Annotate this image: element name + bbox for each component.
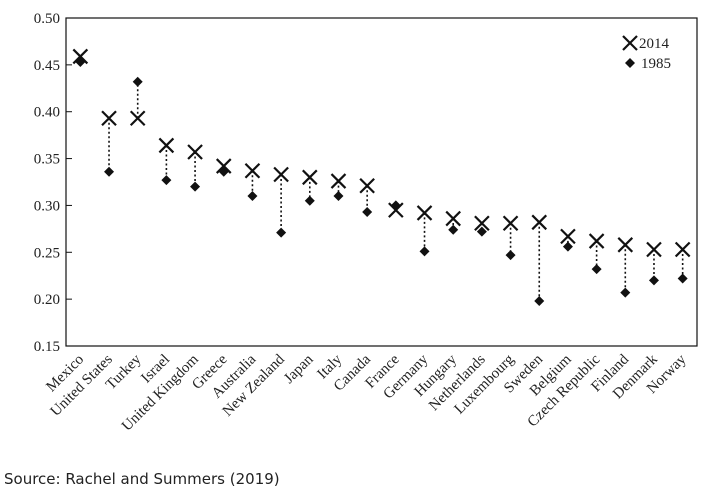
point-1985 (448, 224, 459, 235)
point-2014 (72, 48, 89, 65)
point-2014 (588, 233, 605, 249)
point-2014 (187, 144, 203, 160)
x-stroke (302, 169, 318, 186)
point-1985 (505, 250, 516, 261)
point-1985 (620, 287, 631, 298)
point-2014 (388, 202, 404, 218)
point-1985 (591, 264, 602, 275)
x-category-label: Japan (281, 351, 317, 387)
x-stroke (273, 166, 289, 183)
source-note: Source: Rachel and Summers (2019) (4, 470, 280, 488)
y-tick-label: 0.50 (34, 11, 60, 27)
plot-frame (65, 17, 698, 347)
point-2014 (531, 214, 548, 231)
point-2014 (674, 241, 691, 258)
point-1985 (161, 175, 172, 186)
x-stroke (244, 162, 261, 179)
connector-lines (79, 56, 684, 302)
point-1985 (247, 191, 258, 202)
point-1985 (333, 191, 344, 202)
x-stroke (388, 202, 404, 218)
data-markers (72, 48, 691, 307)
point-1985 (362, 206, 373, 217)
point-1985 (648, 275, 659, 286)
x-stroke (129, 110, 146, 127)
x-stroke (215, 158, 232, 174)
y-tick-label: 0.30 (34, 198, 60, 214)
point-2014 (302, 169, 318, 186)
point-2014 (445, 210, 461, 227)
x-stroke (646, 241, 662, 258)
point-2014 (215, 158, 232, 174)
point-1985 (276, 227, 287, 238)
legend-marker-2014 (622, 35, 638, 51)
legend-marker-1985 (625, 58, 635, 68)
legend-label-2014: 2014 (639, 36, 670, 52)
point-2014 (646, 241, 662, 258)
point-2014 (244, 162, 261, 179)
point-1985 (419, 246, 430, 257)
point-1985 (190, 181, 201, 192)
x-stroke (560, 228, 576, 245)
point-2014 (158, 137, 175, 154)
x-stroke (531, 214, 548, 231)
chart-area: 0.50 0.45 0.40 0.35 0.30 0.25 0.20 0.15 MexicoU… (34, 11, 698, 434)
y-tick-label: 0.35 (34, 152, 60, 168)
x-stroke (588, 233, 605, 249)
legend-label-1985: 1985 (641, 56, 671, 72)
y-tick-label: 0.25 (34, 245, 60, 261)
x-stroke (330, 173, 347, 189)
y-axis-ticks: 0.50 0.45 0.40 0.35 0.30 0.25 0.20 0.15 (34, 11, 72, 355)
x-stroke (72, 48, 89, 65)
x-stroke (617, 237, 634, 253)
point-1985 (476, 226, 487, 237)
y-tick-label: 0.15 (34, 339, 60, 355)
x-stroke (158, 137, 175, 154)
x-stroke (416, 205, 433, 221)
point-1985 (104, 166, 115, 177)
x-stroke (622, 35, 638, 51)
x-stroke (674, 241, 691, 258)
point-2014 (502, 215, 519, 232)
x-stroke (502, 215, 519, 232)
y-tick-label: 0.20 (34, 292, 60, 308)
x-stroke (359, 177, 375, 194)
point-2014 (617, 237, 634, 253)
y-tick-label: 0.45 (34, 58, 60, 74)
x-stroke (474, 215, 490, 232)
point-2014 (474, 215, 490, 232)
point-2014 (416, 205, 433, 221)
point-2014 (359, 177, 375, 194)
legend: 2014 1985 (622, 35, 671, 72)
point-1985 (304, 195, 315, 206)
point-1985 (562, 241, 573, 252)
point-1985 (534, 296, 545, 307)
x-stroke (445, 210, 461, 227)
x-stroke (101, 110, 117, 127)
point-2014 (560, 228, 576, 245)
point-2014 (273, 166, 289, 183)
point-1985 (677, 273, 688, 284)
point-2014 (101, 110, 117, 127)
y-tick-label: 0.40 (34, 105, 60, 121)
point-1985 (132, 76, 143, 87)
point-2014 (330, 173, 347, 189)
point-2014 (129, 110, 146, 127)
x-stroke (187, 144, 203, 160)
axes (65, 17, 698, 347)
